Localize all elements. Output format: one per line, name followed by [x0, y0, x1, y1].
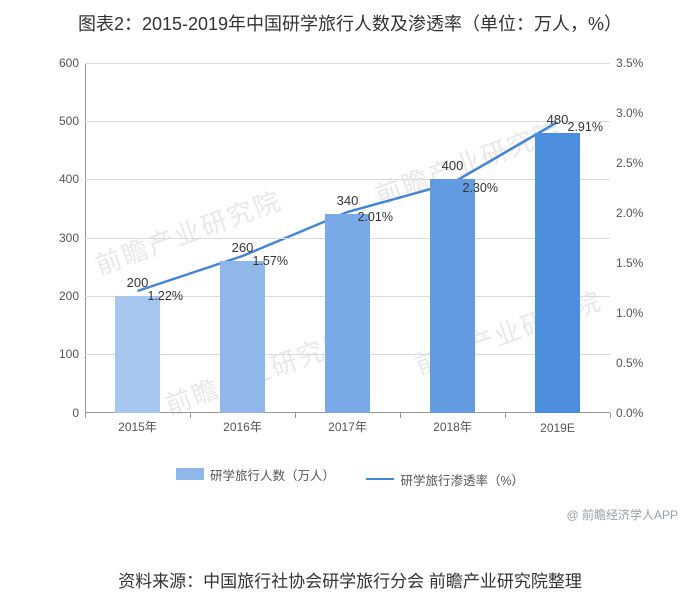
y-right-tick-label: 1.0% — [610, 306, 643, 320]
x-tick — [505, 413, 506, 418]
y-right-tick-label: 0.5% — [610, 356, 643, 370]
legend-bar: 研学旅行人数（万人） — [176, 465, 335, 484]
bar — [430, 179, 474, 412]
y-left-tick-label: 400 — [59, 172, 85, 186]
x-category-label: 2018年 — [433, 418, 472, 435]
line-value-label: 1.57% — [253, 254, 288, 268]
y-right-tick-label: 1.5% — [610, 256, 643, 270]
bar — [535, 133, 579, 413]
gridline — [85, 121, 610, 122]
bar-value-label: 340 — [337, 193, 359, 208]
x-tick — [190, 413, 191, 418]
bar — [220, 261, 264, 413]
legend-line-swatch — [366, 478, 394, 481]
legend-bar-swatch — [176, 468, 204, 480]
y-right-tick-label: 0.0% — [610, 406, 643, 420]
line-value-label: 2.30% — [463, 181, 498, 195]
x-tick — [85, 413, 86, 418]
x-tick — [400, 413, 401, 418]
chart-title: 图表2：2015-2019年中国研学旅行人数及渗透率（单位：万人，%） — [0, 0, 700, 45]
y-left-tick-label: 200 — [59, 289, 85, 303]
y-right-tick-label: 3.5% — [610, 56, 643, 70]
y-left-tick-label: 500 — [59, 114, 85, 128]
legend-line-label: 研学旅行渗透率（%） — [400, 470, 524, 489]
x-tick — [610, 413, 611, 418]
x-tick — [295, 413, 296, 418]
gridline — [85, 179, 610, 180]
chart-area: 前瞻产业研究院 前瞻产业研究院 前瞻产业研究院 前瞻产业研究院 01002003… — [30, 53, 670, 463]
bar-value-label: 480 — [547, 112, 569, 127]
bar-value-label: 260 — [232, 240, 254, 255]
bar — [325, 214, 369, 412]
app-watermark: @ 前瞻经济学人APP — [566, 506, 678, 523]
source-text: 资料来源：中国旅行社协会研学旅行分会 前瞻产业研究院整理 — [0, 567, 700, 592]
y-left-tick-label: 600 — [59, 56, 85, 70]
line-value-label: 2.01% — [358, 210, 393, 224]
y-right-tick-label: 3.0% — [610, 106, 643, 120]
x-category-label: 2019E — [540, 421, 575, 435]
y-left-tick-label: 100 — [59, 347, 85, 361]
y-right-tick-label: 2.5% — [610, 156, 643, 170]
bar-value-label: 400 — [442, 158, 464, 173]
gridline — [85, 63, 610, 64]
y-left-tick-label: 0 — [72, 406, 85, 420]
x-category-label: 2015年 — [118, 418, 157, 435]
x-category-label: 2016年 — [223, 418, 262, 435]
bar-value-label: 200 — [127, 275, 149, 290]
x-category-label: 2017年 — [328, 418, 367, 435]
legend-bar-label: 研学旅行人数（万人） — [210, 465, 335, 484]
bar — [115, 296, 159, 413]
legend: 研学旅行人数（万人） 研学旅行渗透率（%） — [0, 465, 700, 489]
y-right-tick-label: 2.0% — [610, 206, 643, 220]
y-left-tick-label: 300 — [59, 231, 85, 245]
line-value-label: 2.91% — [568, 120, 603, 134]
plot-region: 01002003004005006000.0%0.5%1.0%1.5%2.0%2… — [85, 63, 610, 413]
legend-line: 研学旅行渗透率（%） — [366, 470, 524, 489]
line-value-label: 1.22% — [148, 289, 183, 303]
